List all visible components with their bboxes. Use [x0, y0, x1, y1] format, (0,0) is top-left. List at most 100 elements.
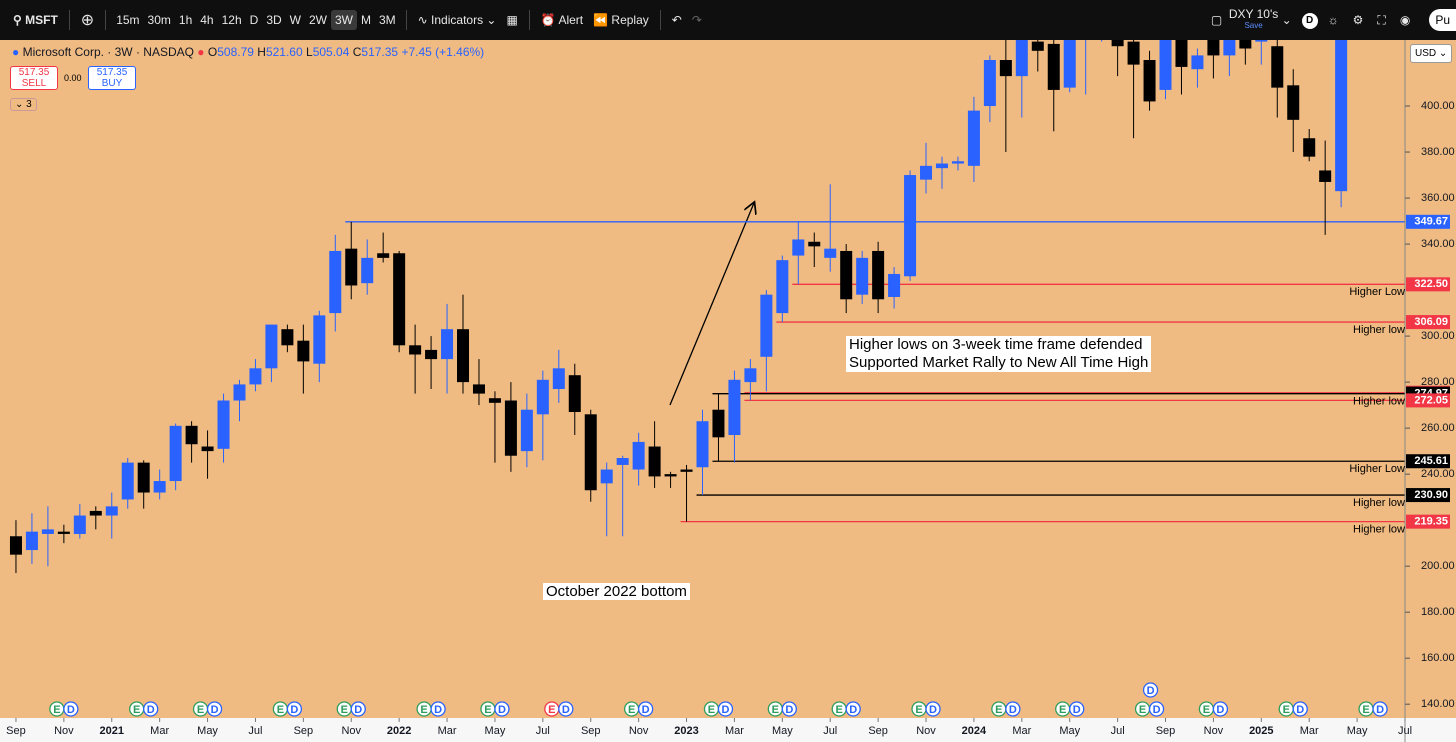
timeframe-button[interactable]: 12h: [221, 13, 242, 27]
candle-body: [712, 409, 725, 438]
level-tag: [1406, 454, 1450, 469]
candle-body: [840, 250, 853, 300]
layouts-button[interactable]: ▦: [506, 13, 518, 27]
dividend-marker-label: D: [1216, 704, 1224, 716]
l-label: L: [306, 45, 313, 59]
dividend-marker-label: D: [849, 704, 857, 716]
level-label: 349.67: [1414, 216, 1448, 228]
candle-body: [632, 441, 645, 470]
dividend-marker: [845, 701, 861, 717]
candle-body: [313, 315, 326, 364]
level-label: 230.90: [1414, 489, 1448, 501]
x-tick-label: Mar: [438, 725, 457, 737]
chart: 400.00 380.00 360.00 340.00 300.00 280.00 260.…: [0, 40, 1456, 742]
earnings-marker-label: E: [1139, 704, 1146, 716]
candle-body: [1175, 40, 1188, 67]
alert-label: Alert: [558, 13, 584, 27]
earnings-marker-label: E: [133, 704, 140, 716]
profile[interactable]: D: [1297, 12, 1323, 29]
timeframe-button[interactable]: 30m: [147, 13, 171, 27]
icons[interactable]: ☼⚙⛶◉: [1327, 12, 1425, 27]
level-note: Higher low: [1353, 497, 1405, 509]
x-tick-label: 2021: [100, 725, 124, 737]
candle-body: [472, 384, 485, 394]
alert-button[interactable]: ⏰ Alert: [540, 13, 584, 27]
layout-name-box: DXY 10's Save: [1229, 8, 1278, 32]
legend: ● Microsoft Corp. · 3W · NASDAQ ● O508.7…: [12, 45, 484, 59]
timeframe-button[interactable]: 4h: [200, 13, 214, 27]
dividend-marker: [1005, 701, 1021, 717]
timeframe-button[interactable]: M: [360, 13, 371, 27]
candle-body: [680, 469, 693, 472]
l-value: 505.04: [312, 45, 350, 59]
timeframe-button[interactable]: 3M: [378, 13, 396, 27]
symbol-search[interactable]: ⚲ MSFT: [13, 13, 58, 27]
x-tick-label: Mar: [725, 725, 744, 737]
x-tick-label: May: [1347, 725, 1368, 737]
timeframe-button[interactable]: 3D: [266, 13, 282, 27]
earnings-marker-label: E: [836, 704, 843, 716]
candle-body: [967, 110, 980, 166]
spread: 0.00: [64, 73, 82, 83]
add-symbol[interactable]: ⊕: [80, 12, 95, 29]
buy-button[interactable]: 517.35 BUY: [88, 66, 136, 90]
layout-menu[interactable]: ▢ DXY 10's Save ⌄: [1210, 7, 1292, 32]
x-tick-label: Sep: [868, 725, 888, 737]
x-tick-label: Nov: [916, 725, 936, 737]
timeframe-button[interactable]: 2W: [308, 13, 327, 27]
sell-label: SELL: [21, 78, 47, 89]
y-tick-label: 280.00: [1421, 376, 1455, 388]
candle-body: [1271, 46, 1284, 88]
indicators-toggle[interactable]: ⌄ 3: [10, 98, 37, 111]
candle-body: [121, 462, 134, 500]
timeframe-button[interactable]: 3W: [330, 10, 357, 30]
dividend-marker: [430, 701, 446, 717]
dividend-marker-label: D: [785, 704, 793, 716]
annotation: Higher lows on 3-week time frame defende…: [846, 336, 1152, 372]
dividend-marker: [1212, 701, 1229, 717]
candle-body: [361, 257, 374, 284]
candle-body: [664, 474, 677, 477]
x-tick-label: Sep: [581, 725, 601, 737]
buy-price: 517.35: [96, 67, 128, 78]
dividend-marker: [781, 701, 797, 717]
candle-body: [297, 340, 310, 362]
indicators-label: Indicators: [431, 13, 484, 27]
earnings-marker-label: E: [1203, 704, 1210, 716]
undo[interactable]: ↶: [671, 13, 682, 27]
save-label: Save: [1244, 21, 1263, 30]
sell-button[interactable]: 517.35 SELL: [10, 66, 58, 90]
earnings-marker-label: E: [1283, 704, 1290, 716]
x-tick-label: Nov: [629, 725, 649, 737]
replay-button[interactable]: ⏪ Replay: [593, 13, 649, 27]
timeframe-button[interactable]: D: [249, 13, 259, 27]
timeframe-button[interactable]: W: [289, 13, 301, 27]
currency[interactable]: USD ⌄: [1410, 44, 1453, 63]
profile-label: D: [1301, 12, 1318, 29]
x-tick-label: 2023: [674, 725, 698, 737]
logo: ●: [12, 45, 20, 59]
level-note: Higher low: [1353, 524, 1405, 536]
x-tick-label: Sep: [294, 725, 314, 737]
dividend-marker-label: D: [1009, 704, 1017, 716]
earnings-marker-label: E: [277, 704, 284, 716]
symbol[interactable]: MSFT: [25, 13, 58, 27]
candle-body: [265, 324, 278, 369]
y-tick-label: 380.00: [1421, 146, 1455, 158]
candle-body: [377, 253, 390, 258]
candle-body: [520, 409, 533, 452]
y-tick-label: 260.00: [1421, 422, 1455, 434]
timeframe-button[interactable]: 1h: [178, 13, 193, 27]
publish-button[interactable]: Pu: [1429, 9, 1456, 31]
dividend-marker-label: D: [498, 704, 506, 716]
x-tick-label: Mar: [1012, 725, 1031, 737]
timeframe-button[interactable]: 15m: [116, 13, 140, 27]
redo[interactable]: ↷: [691, 13, 702, 27]
level-tag: [1406, 277, 1450, 292]
plot: [9, 40, 1405, 574]
indicators-button[interactable]: ∿ Indicators ⌄: [417, 13, 497, 27]
dividend-marker-label: D: [721, 704, 729, 716]
candle-body: [744, 368, 757, 383]
x-tick-label: Jul: [536, 725, 550, 737]
level-label: 306.09: [1414, 316, 1448, 328]
